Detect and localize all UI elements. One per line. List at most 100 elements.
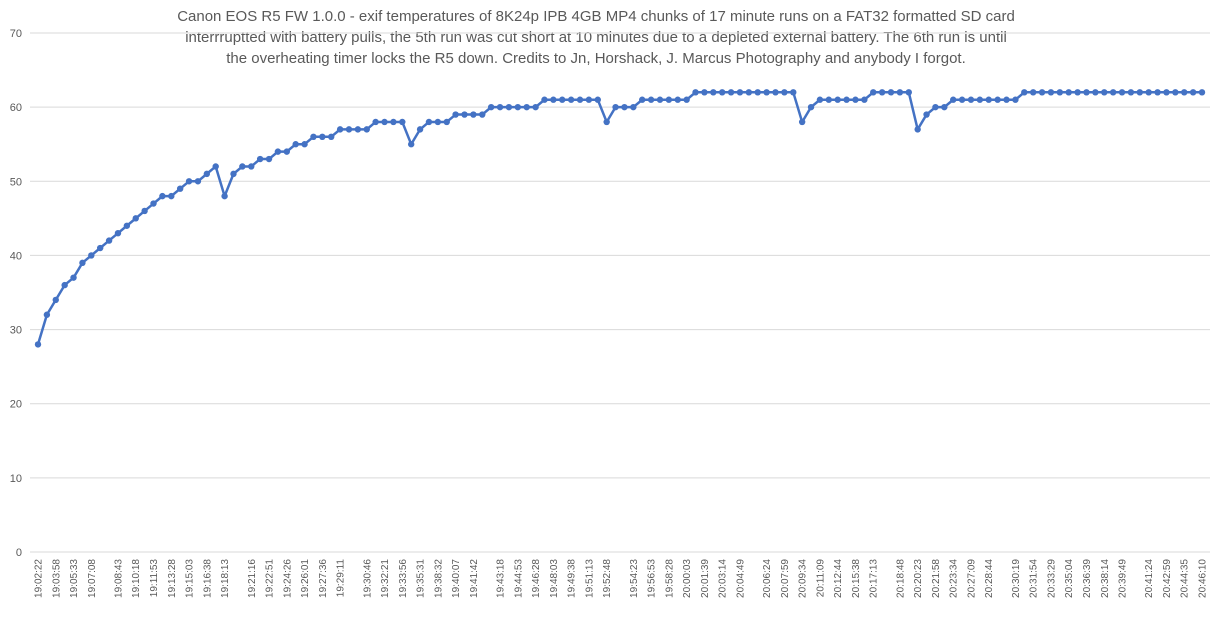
data-point <box>1056 89 1064 96</box>
data-point <box>399 118 406 126</box>
x-tick-label: 19:15:03 <box>185 559 196 598</box>
x-tick-label: 20:06:24 <box>762 559 773 598</box>
data-point <box>932 103 939 111</box>
x-tick-label: 20:44:35 <box>1180 559 1191 598</box>
x-tick-label: 20:39:49 <box>1118 559 1129 598</box>
data-point <box>434 118 442 126</box>
data-point <box>576 96 584 103</box>
data-point <box>416 126 424 133</box>
data-point <box>221 192 228 200</box>
temperature-series-line <box>36 91 1202 345</box>
data-point <box>1065 89 1072 96</box>
data-point <box>1172 89 1179 96</box>
data-point <box>834 96 841 103</box>
x-tick-label: 19:44:53 <box>513 559 524 598</box>
x-tick-label: 19:26:01 <box>300 559 311 598</box>
data-point <box>647 96 655 103</box>
x-tick-label: 20:12:44 <box>833 559 844 598</box>
data-point <box>496 103 504 111</box>
x-tick-label: 19:54:23 <box>629 559 640 598</box>
data-point <box>479 111 486 118</box>
x-tick-label: 19:27:36 <box>318 559 329 598</box>
x-tick-label: 19:24:26 <box>282 559 293 598</box>
data-point <box>230 170 237 178</box>
data-point <box>976 96 984 103</box>
data-point <box>754 89 761 96</box>
data-point <box>1109 89 1117 96</box>
x-tick-label: 20:11:09 <box>815 559 826 598</box>
data-point <box>1145 89 1152 96</box>
x-tick-label: 19:56:53 <box>647 559 658 598</box>
data-point <box>79 259 86 267</box>
data-point <box>274 148 282 155</box>
data-point <box>674 96 681 103</box>
data-point <box>683 96 690 103</box>
data-point <box>585 96 593 103</box>
x-tick-label: 20:20:23 <box>913 559 924 598</box>
x-tick-label: 19:32:21 <box>380 559 391 598</box>
x-tick-label: 19:52:48 <box>602 559 613 598</box>
data-point <box>194 178 202 185</box>
data-point <box>594 96 601 103</box>
data-point <box>319 133 326 140</box>
x-tick-label: 19:49:38 <box>567 559 578 598</box>
data-point <box>1163 89 1170 96</box>
data-point <box>212 163 219 170</box>
x-tick-label: 19:02:22 <box>34 559 45 598</box>
x-tick-label: 19:38:32 <box>433 559 444 598</box>
data-point <box>887 89 895 96</box>
data-point <box>967 96 975 103</box>
data-point <box>603 118 610 126</box>
data-point <box>487 103 495 111</box>
x-tick-label: 20:30:19 <box>1011 559 1022 598</box>
y-tick-label: 0 <box>16 547 22 559</box>
data-point <box>328 133 335 140</box>
data-point <box>61 281 68 289</box>
data-point <box>1189 89 1197 96</box>
data-point <box>559 96 566 103</box>
x-tick-label: 19:33:56 <box>398 559 409 598</box>
data-point <box>772 89 779 96</box>
x-tick-label: 19:40:07 <box>451 559 462 598</box>
data-point <box>745 89 753 96</box>
data-point <box>168 192 175 200</box>
data-point <box>1021 89 1028 96</box>
x-tick-label: 20:41:24 <box>1144 559 1155 598</box>
y-tick-label: 50 <box>10 176 22 188</box>
data-point <box>381 118 388 126</box>
x-tick-label: 20:27:09 <box>966 559 977 598</box>
data-point <box>345 126 353 133</box>
x-tick-label: 20:18:48 <box>895 559 906 598</box>
x-tick-label: 19:18:13 <box>220 559 231 598</box>
data-point <box>958 96 966 103</box>
x-tick-label: 19:13:28 <box>167 559 178 598</box>
data-point <box>665 96 673 103</box>
data-point <box>159 192 166 200</box>
data-point <box>781 89 788 96</box>
x-tick-label: 19:29:11 <box>336 559 347 598</box>
data-point <box>1136 89 1144 96</box>
data-point <box>141 207 148 215</box>
data-point <box>1154 89 1161 96</box>
data-point <box>248 163 255 170</box>
data-point <box>736 89 744 96</box>
data-point <box>710 89 717 96</box>
data-point <box>532 103 539 111</box>
data-point <box>256 155 264 163</box>
data-point <box>310 133 317 140</box>
data-point <box>239 163 246 170</box>
x-tick-label: 20:42:59 <box>1162 559 1173 598</box>
x-tick-label: 20:07:59 <box>780 559 791 598</box>
data-point <box>301 141 308 148</box>
x-tick-label: 20:21:58 <box>931 559 942 598</box>
x-tick-label: 19:41:42 <box>469 559 480 598</box>
chart-title-line-3: the overheating timer locks the R5 down.… <box>226 50 966 67</box>
data-point <box>265 155 273 163</box>
data-point <box>807 103 815 111</box>
x-tick-label: 20:17:13 <box>869 559 880 598</box>
data-point <box>390 118 397 126</box>
data-point <box>541 96 548 103</box>
data-point <box>763 89 770 96</box>
data-point <box>950 96 957 103</box>
y-tick-label: 40 <box>10 250 22 262</box>
